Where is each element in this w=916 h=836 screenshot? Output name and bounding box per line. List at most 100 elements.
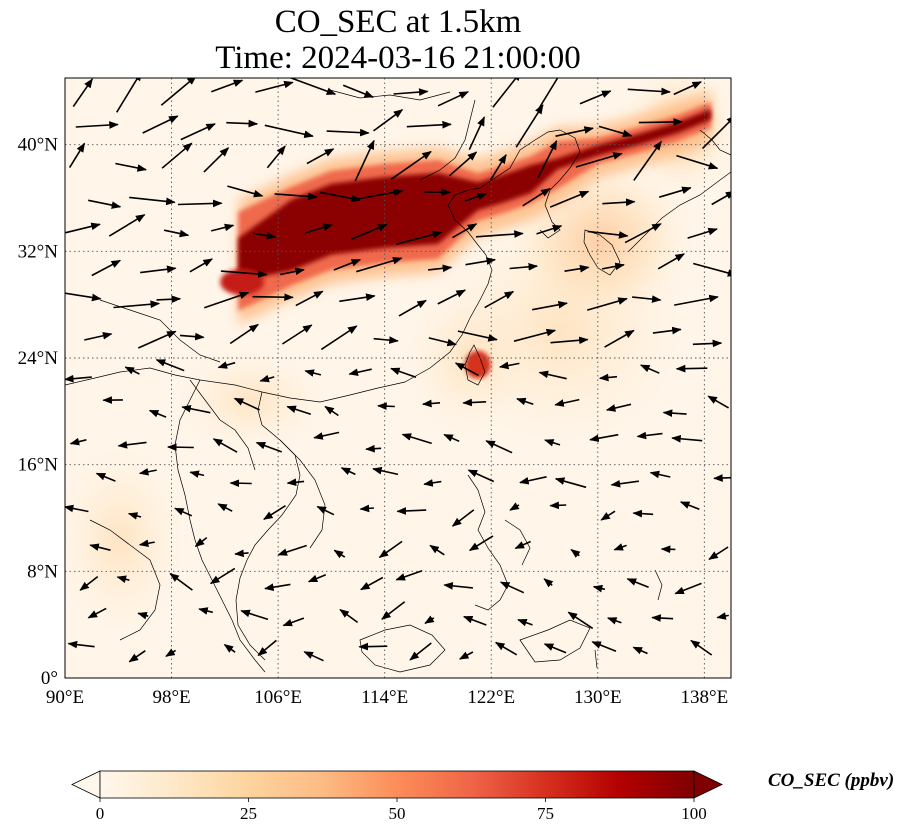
wind-arrow [229,323,259,345]
wind-arrow [138,467,157,476]
wind-arrow [398,299,427,317]
wind-arrow [303,651,324,662]
colorbar-extend-high [693,770,723,799]
wind-arrow [575,152,623,168]
wind-arrow [489,153,507,181]
wind-arrow [257,639,277,657]
wind-arrow [463,615,487,626]
wind-arrow [65,292,102,302]
wind-arrow [142,115,179,134]
wind-arrow [124,366,140,375]
wind-arrow [437,91,469,107]
wind-arrow [307,574,327,583]
wind-vectors [65,78,731,663]
wind-arrow [286,405,312,416]
wind-arrow [467,469,495,483]
wind-arrow [692,262,731,277]
wind-arrow [87,607,107,619]
wind-arrow [514,540,531,550]
wind-arrow [129,196,176,206]
lat-tick-label: 24°N [18,348,59,369]
wind-arrow [406,120,452,129]
wind-arrow [203,147,230,173]
wind-arrow [657,253,685,270]
wind-arrow [240,609,269,621]
wind-arrow [148,409,167,418]
wind-arrow [632,646,648,655]
wind-arrow [633,140,662,181]
wind-arrow [692,339,723,348]
wind-arrow [229,479,252,488]
wind-arrow [485,440,513,454]
wind-arrow [601,262,625,271]
wind-arrow [543,643,567,654]
wind-arrow [624,223,662,244]
wind-arrow [687,227,718,239]
wind-arrow [68,142,86,169]
wind-arrow [658,186,692,198]
wind-arrow [428,264,453,273]
lon-tick-label: 98°E [152,687,190,708]
wind-arrow [266,145,286,169]
plot-time: Time: 2024-03-16 21:00:00 [215,40,581,76]
wind-arrow [127,512,142,520]
wind-arrow [484,290,515,309]
wind-arrow [626,578,649,589]
wind-arrow [116,575,130,583]
wind-arrow [468,535,494,552]
wind-arrow [516,397,534,406]
wind-arrow [674,582,702,595]
wind-arrow [138,539,155,548]
wind-arrow [280,267,305,276]
wind-arrow [91,259,122,277]
wind-arrow [281,324,313,345]
wind-arrow [342,84,374,98]
colorbar-label: CO_SEC (ppbv) [768,770,895,791]
wind-arrow [675,364,708,373]
wind-arrow [211,223,235,232]
gridlines [65,78,731,678]
wind-arrow [319,191,361,203]
lon-tick-label: 122°E [467,687,515,708]
wind-arrow [377,402,395,410]
wind-arrow [671,434,703,443]
wind-arrow [549,501,567,510]
wind-arrow [174,507,193,517]
wind-arrow [674,294,719,306]
wind-arrow [549,190,590,208]
wind-arrow [509,263,539,271]
wind-arrow [295,290,324,307]
wind-arrow [277,544,307,556]
wind-arrow [65,374,92,383]
wind-arrow [602,198,636,207]
wind-arrow [494,641,518,656]
wind-arrow [443,582,473,590]
wind-arrow [84,332,113,341]
wind-arrow [707,395,729,409]
wind-arrow [264,124,314,139]
wind-arrow [274,192,318,201]
wind-arrow [263,505,286,520]
wind-arrow [348,368,372,376]
lon-tick-label: 130°E [574,687,622,708]
map-area [65,78,731,678]
wind-arrow [448,151,478,177]
wind-arrow [600,510,616,521]
wind-arrow [519,476,547,485]
wind-arrow [359,504,374,513]
wind-arrow [79,575,99,591]
wind-arrow [89,543,111,551]
wind-arrow [543,578,554,588]
wind-arrow [673,81,702,96]
coastlines [65,89,731,673]
wind-arrow [492,78,522,108]
wind-arrow [409,642,432,661]
wind-arrow [69,437,87,446]
wind-arrow [550,336,589,345]
wind-arrow [579,90,612,105]
wind-arrow [255,441,282,453]
lat-tick-label: 0° [41,668,58,689]
wind-arrow [166,443,194,452]
wind-arrow [333,258,362,271]
wind-arrow [452,223,478,239]
